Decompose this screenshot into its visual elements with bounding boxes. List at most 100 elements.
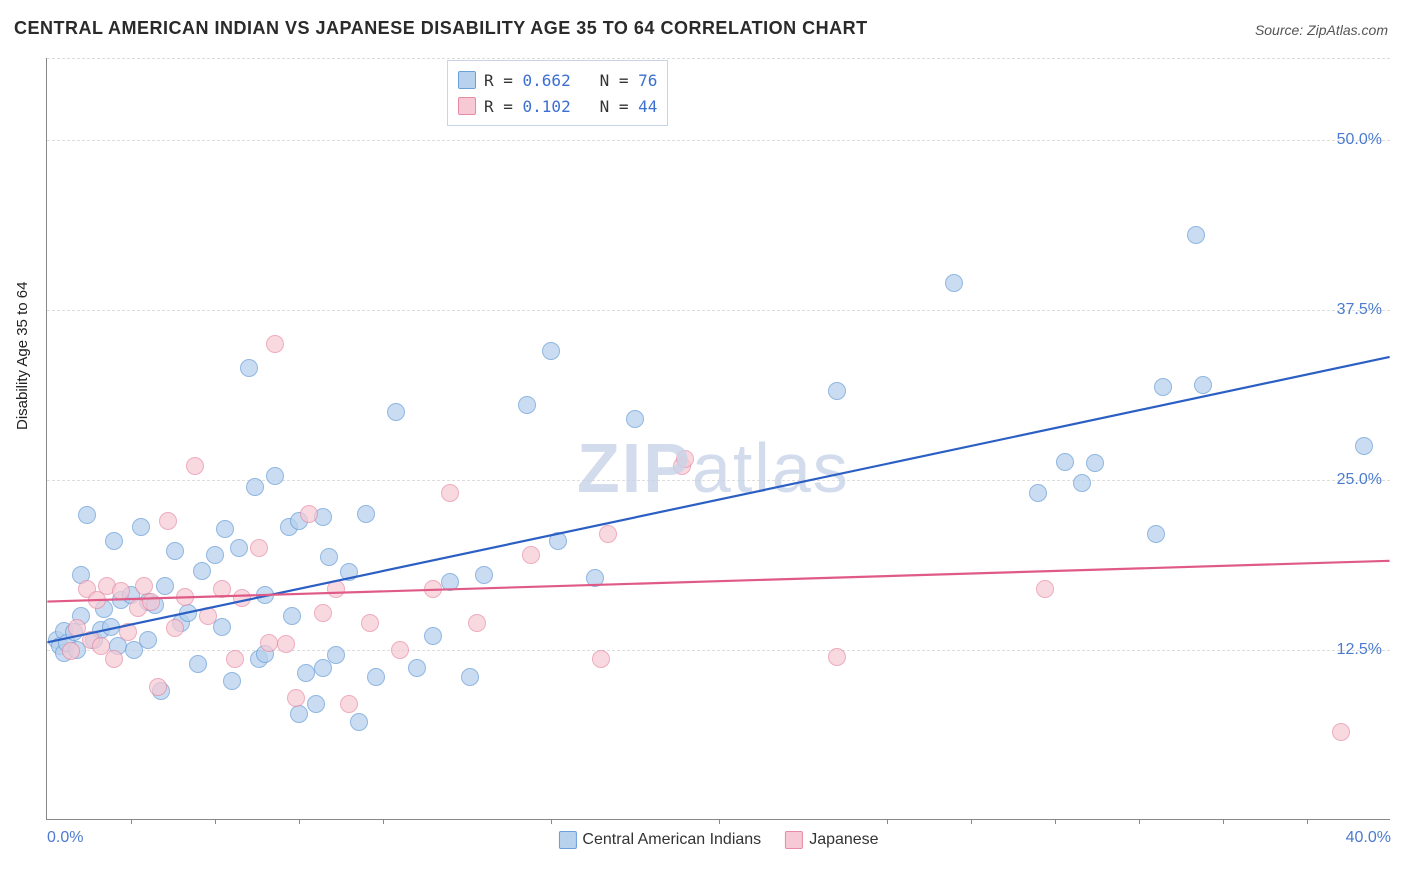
- scatter-point-cai: [179, 604, 197, 622]
- scatter-point-jpn: [199, 607, 217, 625]
- scatter-point-jpn: [119, 623, 137, 641]
- scatter-point-jpn: [186, 457, 204, 475]
- x-tick: [1139, 819, 1140, 824]
- scatter-point-cai: [1355, 437, 1373, 455]
- source-attribution: Source: ZipAtlas.com: [1255, 22, 1388, 38]
- stats-text-cai: R = 0.662 N = 76: [484, 71, 657, 90]
- x-tick-label: 40.0%: [1346, 829, 1391, 847]
- gridline: [47, 650, 1390, 651]
- legend-swatch-jpn: [785, 831, 803, 849]
- legend-swatch-cai: [458, 71, 476, 89]
- scatter-plot: ZIPatlas R = 0.662 N = 76 R = 0.102 N = 4…: [46, 58, 1390, 820]
- x-tick: [215, 819, 216, 824]
- scatter-point-cai: [518, 396, 536, 414]
- scatter-point-cai: [549, 532, 567, 550]
- scatter-point-jpn: [135, 577, 153, 595]
- scatter-point-jpn: [327, 580, 345, 598]
- scatter-point-cai: [475, 566, 493, 584]
- scatter-point-cai: [1029, 484, 1047, 502]
- scatter-point-jpn: [592, 650, 610, 668]
- scatter-point-cai: [307, 695, 325, 713]
- source-prefix: Source:: [1255, 22, 1307, 38]
- scatter-point-jpn: [314, 604, 332, 622]
- scatter-point-cai: [166, 542, 184, 560]
- scatter-point-jpn: [287, 689, 305, 707]
- scatter-point-jpn: [176, 588, 194, 606]
- legend-swatch-jpn: [458, 97, 476, 115]
- gridline: [47, 140, 1390, 141]
- legend-item-cai: Central American Indians: [558, 831, 761, 849]
- scatter-point-cai: [626, 410, 644, 428]
- scatter-point-jpn: [166, 619, 184, 637]
- scatter-point-jpn: [233, 589, 251, 607]
- x-tick: [383, 819, 384, 824]
- stats-legend: R = 0.662 N = 76 R = 0.102 N = 44: [447, 60, 668, 126]
- scatter-point-cai: [1147, 525, 1165, 543]
- x-tick: [1307, 819, 1308, 824]
- scatter-point-jpn: [340, 695, 358, 713]
- y-axis-label: Disability Age 35 to 64: [14, 282, 31, 430]
- scatter-point-cai: [357, 505, 375, 523]
- scatter-point-jpn: [159, 512, 177, 530]
- x-tick: [551, 819, 552, 824]
- x-tick: [887, 819, 888, 824]
- scatter-point-jpn: [250, 539, 268, 557]
- watermark: ZIPatlas: [577, 428, 850, 508]
- regression-lines-layer: [47, 58, 1390, 819]
- scatter-point-cai: [132, 518, 150, 536]
- scatter-point-cai: [266, 467, 284, 485]
- scatter-point-cai: [1154, 378, 1172, 396]
- x-tick: [719, 819, 720, 824]
- scatter-point-cai: [441, 573, 459, 591]
- scatter-point-jpn: [226, 650, 244, 668]
- scatter-point-cai: [340, 563, 358, 581]
- scatter-point-cai: [828, 382, 846, 400]
- x-tick: [299, 819, 300, 824]
- scatter-point-cai: [1086, 454, 1104, 472]
- scatter-point-cai: [1073, 474, 1091, 492]
- scatter-point-cai: [327, 646, 345, 664]
- scatter-point-cai: [230, 539, 248, 557]
- scatter-point-cai: [1187, 226, 1205, 244]
- x-tick-label: 0.0%: [47, 829, 83, 847]
- scatter-point-jpn: [676, 450, 694, 468]
- legend-item-jpn: Japanese: [785, 831, 878, 849]
- scatter-point-cai: [367, 668, 385, 686]
- scatter-point-cai: [256, 586, 274, 604]
- scatter-point-cai: [290, 705, 308, 723]
- series-legend: Central American Indians Japanese: [558, 831, 878, 849]
- scatter-point-jpn: [828, 648, 846, 666]
- scatter-point-cai: [424, 627, 442, 645]
- scatter-point-cai: [297, 664, 315, 682]
- legend-swatch-cai: [558, 831, 576, 849]
- scatter-point-jpn: [142, 593, 160, 611]
- scatter-point-cai: [408, 659, 426, 677]
- scatter-point-jpn: [1036, 580, 1054, 598]
- scatter-point-jpn: [105, 650, 123, 668]
- scatter-point-jpn: [599, 525, 617, 543]
- legend-label-cai: Central American Indians: [582, 831, 761, 849]
- scatter-point-cai: [206, 546, 224, 564]
- scatter-point-jpn: [277, 635, 295, 653]
- stats-text-jpn: R = 0.102 N = 44: [484, 97, 657, 116]
- x-tick: [131, 819, 132, 824]
- y-tick-label: 50.0%: [1337, 131, 1382, 149]
- x-tick: [1223, 819, 1224, 824]
- scatter-point-cai: [1056, 453, 1074, 471]
- scatter-point-cai: [320, 548, 338, 566]
- x-tick: [1055, 819, 1056, 824]
- scatter-point-cai: [102, 618, 120, 636]
- source-name: ZipAtlas.com: [1307, 22, 1388, 38]
- scatter-point-jpn: [361, 614, 379, 632]
- scatter-point-jpn: [300, 505, 318, 523]
- gridline: [47, 58, 1390, 59]
- scatter-point-cai: [216, 520, 234, 538]
- scatter-point-jpn: [62, 642, 80, 660]
- scatter-point-cai: [586, 569, 604, 587]
- scatter-point-jpn: [522, 546, 540, 564]
- legend-label-jpn: Japanese: [809, 831, 878, 849]
- scatter-point-cai: [461, 668, 479, 686]
- scatter-point-jpn: [468, 614, 486, 632]
- watermark-light: atlas: [692, 429, 850, 507]
- scatter-point-cai: [240, 359, 258, 377]
